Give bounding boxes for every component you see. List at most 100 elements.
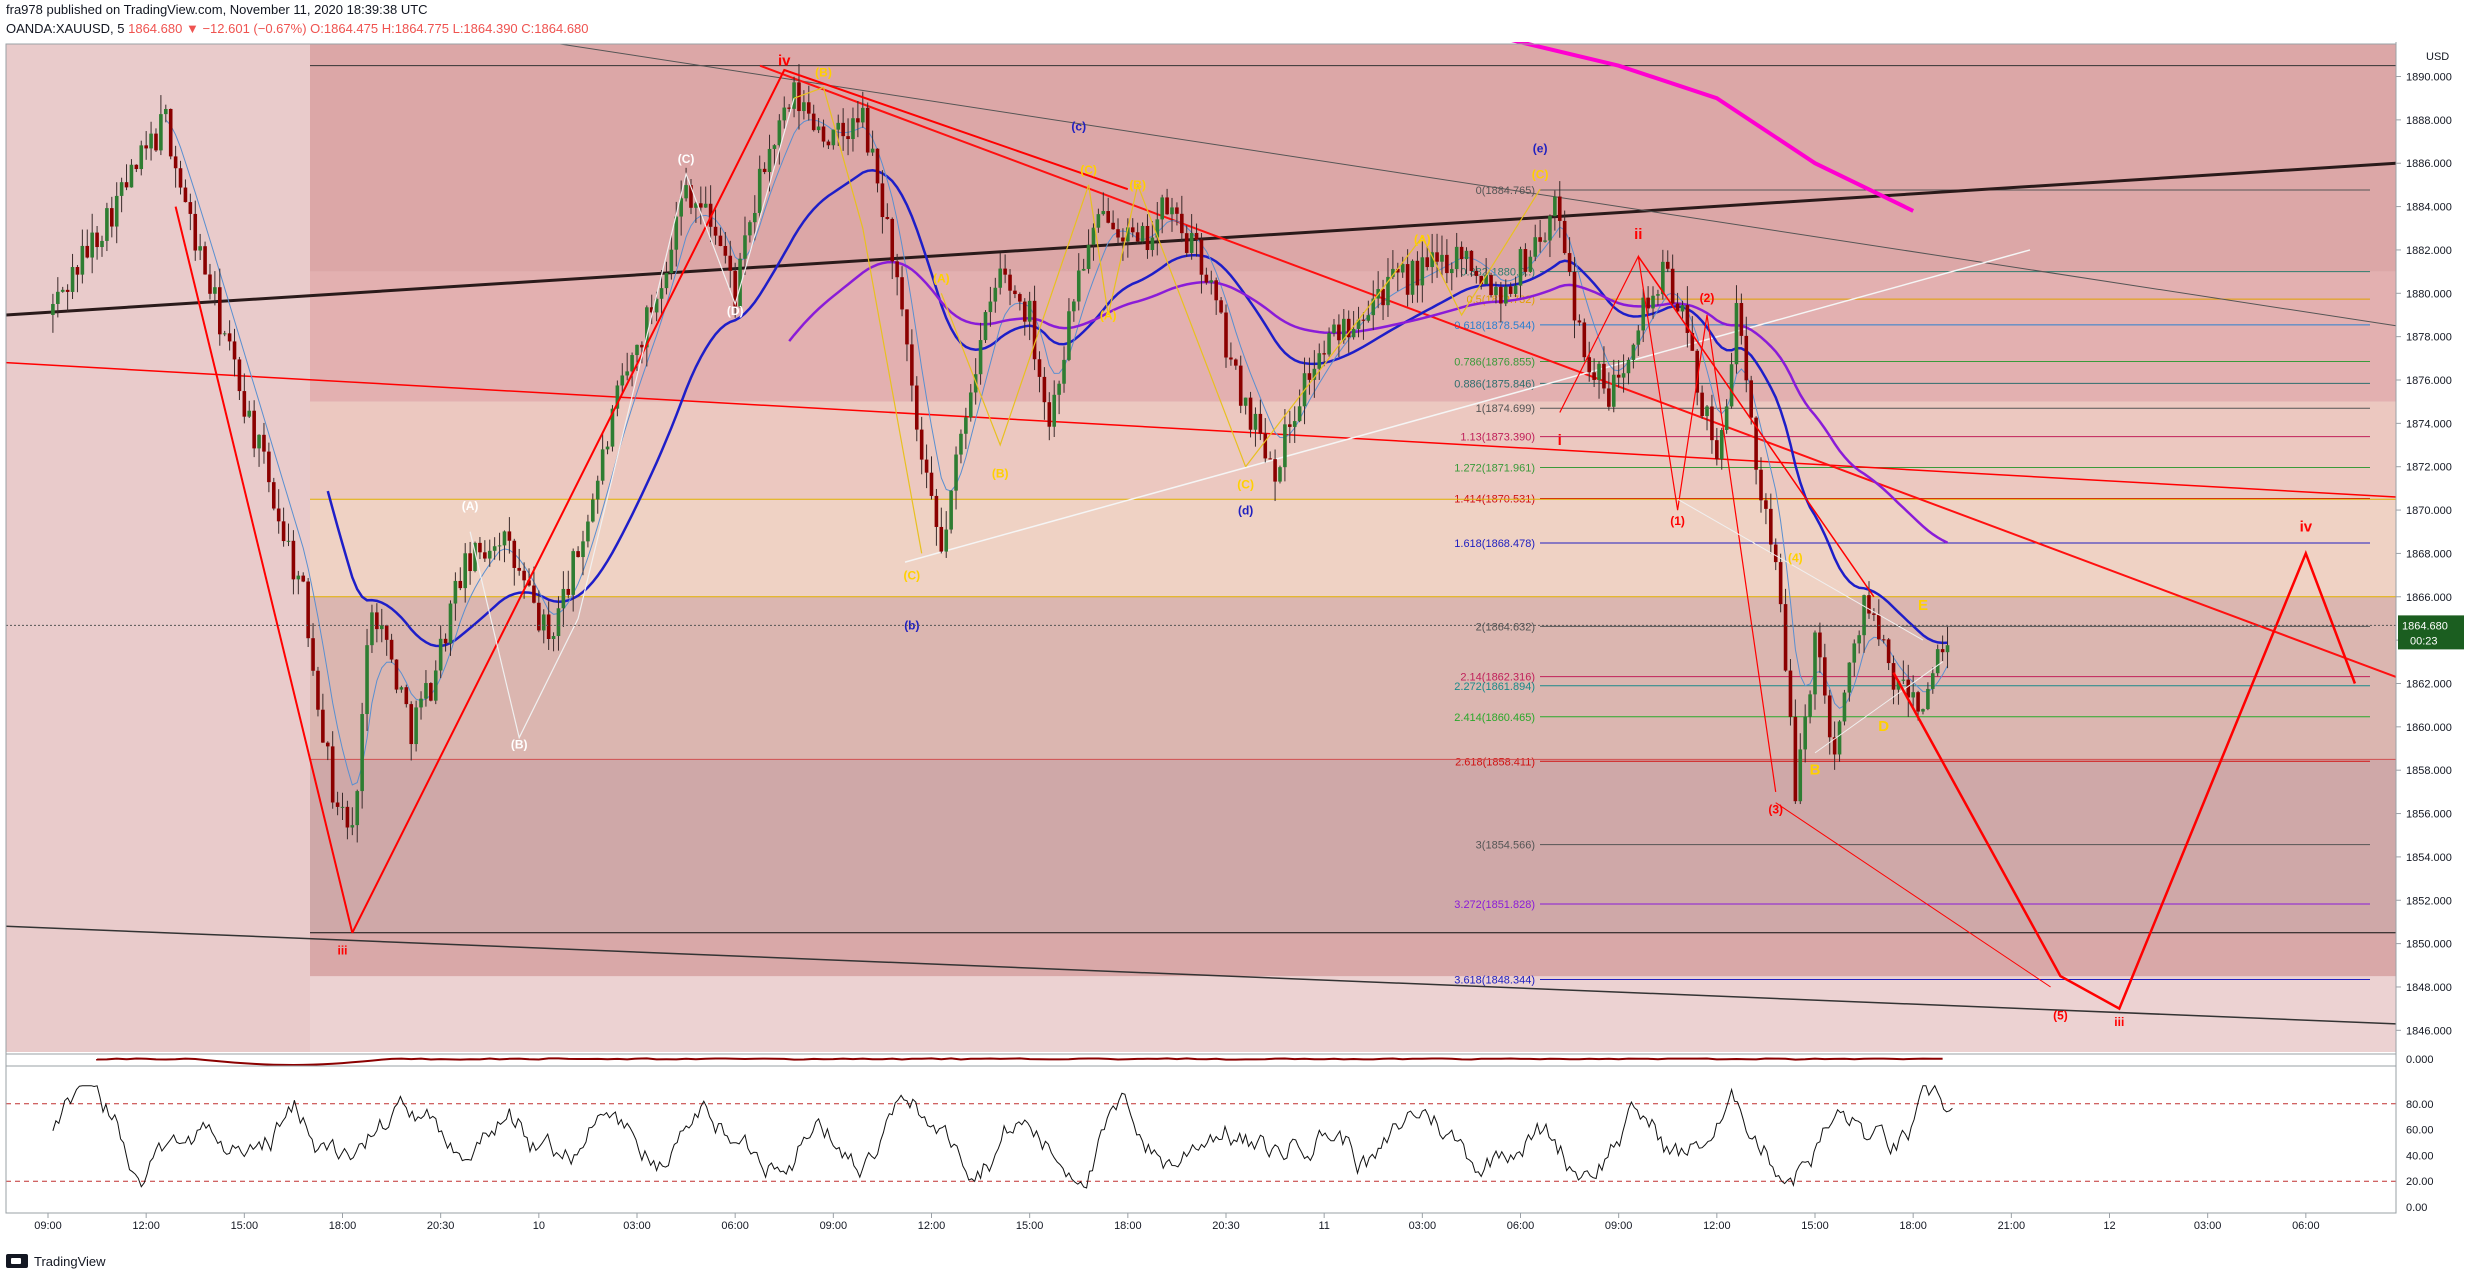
candle-body bbox=[713, 226, 718, 236]
trend-line[interactable] bbox=[5, 361, 2397, 498]
candle-body bbox=[914, 385, 919, 430]
trend-line[interactable] bbox=[559, 43, 2397, 327]
candle-body bbox=[1042, 376, 1047, 403]
candle-body bbox=[1337, 324, 1341, 341]
candle-body bbox=[640, 344, 644, 348]
candle-body bbox=[1906, 679, 1911, 698]
time-tick-label: 18:00 bbox=[1899, 1220, 1927, 1232]
candle-body bbox=[1837, 721, 1842, 755]
candle-body bbox=[1096, 214, 1101, 228]
trend-line[interactable] bbox=[5, 925, 2397, 1025]
candle-body bbox=[1553, 196, 1557, 217]
candle-body bbox=[1773, 544, 1778, 563]
candle-body bbox=[561, 588, 566, 609]
candle-body bbox=[1494, 286, 1498, 296]
price-chart[interactable]: 0(1884.765)0.382(1880.9..)0.5(1879.732)0… bbox=[0, 42, 2468, 1247]
trend-line[interactable] bbox=[759, 64, 2397, 678]
candle-body bbox=[379, 625, 384, 630]
wave-label: (5) bbox=[2053, 1008, 2068, 1022]
wave-label: (1) bbox=[1670, 514, 1685, 528]
trend-line[interactable] bbox=[904, 249, 2031, 563]
candle-body bbox=[635, 344, 639, 356]
candle-body bbox=[1410, 260, 1415, 295]
candle-body bbox=[232, 341, 237, 360]
candle-body bbox=[762, 168, 767, 173]
time-tick-label: 09:00 bbox=[1605, 1220, 1633, 1232]
candle-body bbox=[56, 291, 60, 304]
candle-body bbox=[286, 540, 291, 542]
candle-body bbox=[51, 303, 55, 315]
candle-body bbox=[743, 235, 747, 259]
candle-body bbox=[433, 670, 438, 701]
candle-body bbox=[929, 472, 934, 496]
candle-body bbox=[365, 645, 369, 715]
candle-body bbox=[517, 567, 521, 571]
candle-body bbox=[615, 385, 620, 409]
price-tick-label: 1872.000 bbox=[2406, 462, 2452, 474]
candle-body bbox=[900, 277, 904, 310]
candle-body bbox=[1175, 207, 1179, 214]
fib-zone-band bbox=[310, 932, 2396, 977]
candle-body bbox=[1710, 406, 1714, 441]
candle-body bbox=[178, 168, 183, 188]
candle-body bbox=[1248, 397, 1253, 430]
candle-body bbox=[669, 249, 674, 274]
candle-body bbox=[689, 185, 693, 208]
candle-body bbox=[1538, 237, 1542, 242]
price-tick-label: 1846.000 bbox=[2406, 1025, 2452, 1037]
candle-body bbox=[1449, 269, 1454, 274]
candle-body bbox=[1548, 216, 1552, 241]
candle-body bbox=[154, 133, 158, 151]
candle-body bbox=[1067, 311, 1071, 360]
price-axis[interactable]: 1846.000 1848.000 1850.000 1852.000 1854.000… bbox=[2395, 42, 2468, 1247]
candle-body bbox=[571, 551, 575, 595]
candle-body bbox=[532, 585, 536, 603]
wave-label: (4) bbox=[1788, 551, 1803, 565]
price-tick-label: 1870.000 bbox=[2406, 505, 2452, 517]
candle-body bbox=[1896, 680, 1901, 690]
candle-body bbox=[1288, 424, 1292, 427]
candle-body bbox=[399, 687, 404, 690]
candle-body bbox=[546, 614, 551, 639]
price-change: ▼ −12.601 (−0.67%) bbox=[185, 21, 307, 36]
candle-body bbox=[1621, 373, 1626, 378]
candle-body bbox=[1072, 301, 1076, 312]
candle-body bbox=[291, 540, 296, 580]
candle-body bbox=[1430, 252, 1434, 268]
candle-body bbox=[983, 312, 988, 341]
candle-body bbox=[1180, 213, 1184, 234]
candle-body bbox=[1234, 359, 1238, 366]
candle-body bbox=[1503, 286, 1508, 304]
time-tick-label: 09:00 bbox=[34, 1220, 62, 1232]
candle-body bbox=[1391, 268, 1395, 277]
price-tick-label: 1848.000 bbox=[2406, 982, 2452, 994]
candle-body bbox=[1420, 257, 1425, 286]
candle-body bbox=[65, 289, 70, 292]
candle-body bbox=[1626, 359, 1631, 374]
price-tick-label: 1880.000 bbox=[2406, 288, 2452, 300]
candle-body bbox=[1022, 301, 1027, 322]
candle-body bbox=[645, 307, 649, 348]
candle-body bbox=[1661, 261, 1665, 295]
candle-body bbox=[1219, 300, 1223, 313]
wave-label: (A) bbox=[933, 271, 950, 285]
price-tick-label: 1852.000 bbox=[2406, 895, 2452, 907]
candle-body bbox=[1778, 562, 1783, 605]
candle-body bbox=[821, 126, 826, 142]
candle-body bbox=[105, 208, 109, 241]
candle-body bbox=[424, 683, 428, 699]
candle-body bbox=[1935, 649, 1940, 674]
candle-body bbox=[890, 218, 895, 262]
last-price: 1864.680 bbox=[128, 21, 183, 36]
candle-body bbox=[458, 580, 463, 589]
candle-body bbox=[90, 232, 94, 258]
fib-level-label: 3(1854.566) bbox=[1476, 840, 1535, 852]
candle-body bbox=[1057, 383, 1061, 395]
wave-label: (C) bbox=[1532, 167, 1549, 181]
candle-body bbox=[296, 575, 301, 580]
fib-zone-band bbox=[310, 401, 2396, 500]
candle-body bbox=[748, 222, 752, 236]
wave-label: E bbox=[1918, 597, 1928, 614]
candle-body bbox=[1165, 197, 1169, 215]
candle-body bbox=[630, 355, 634, 372]
